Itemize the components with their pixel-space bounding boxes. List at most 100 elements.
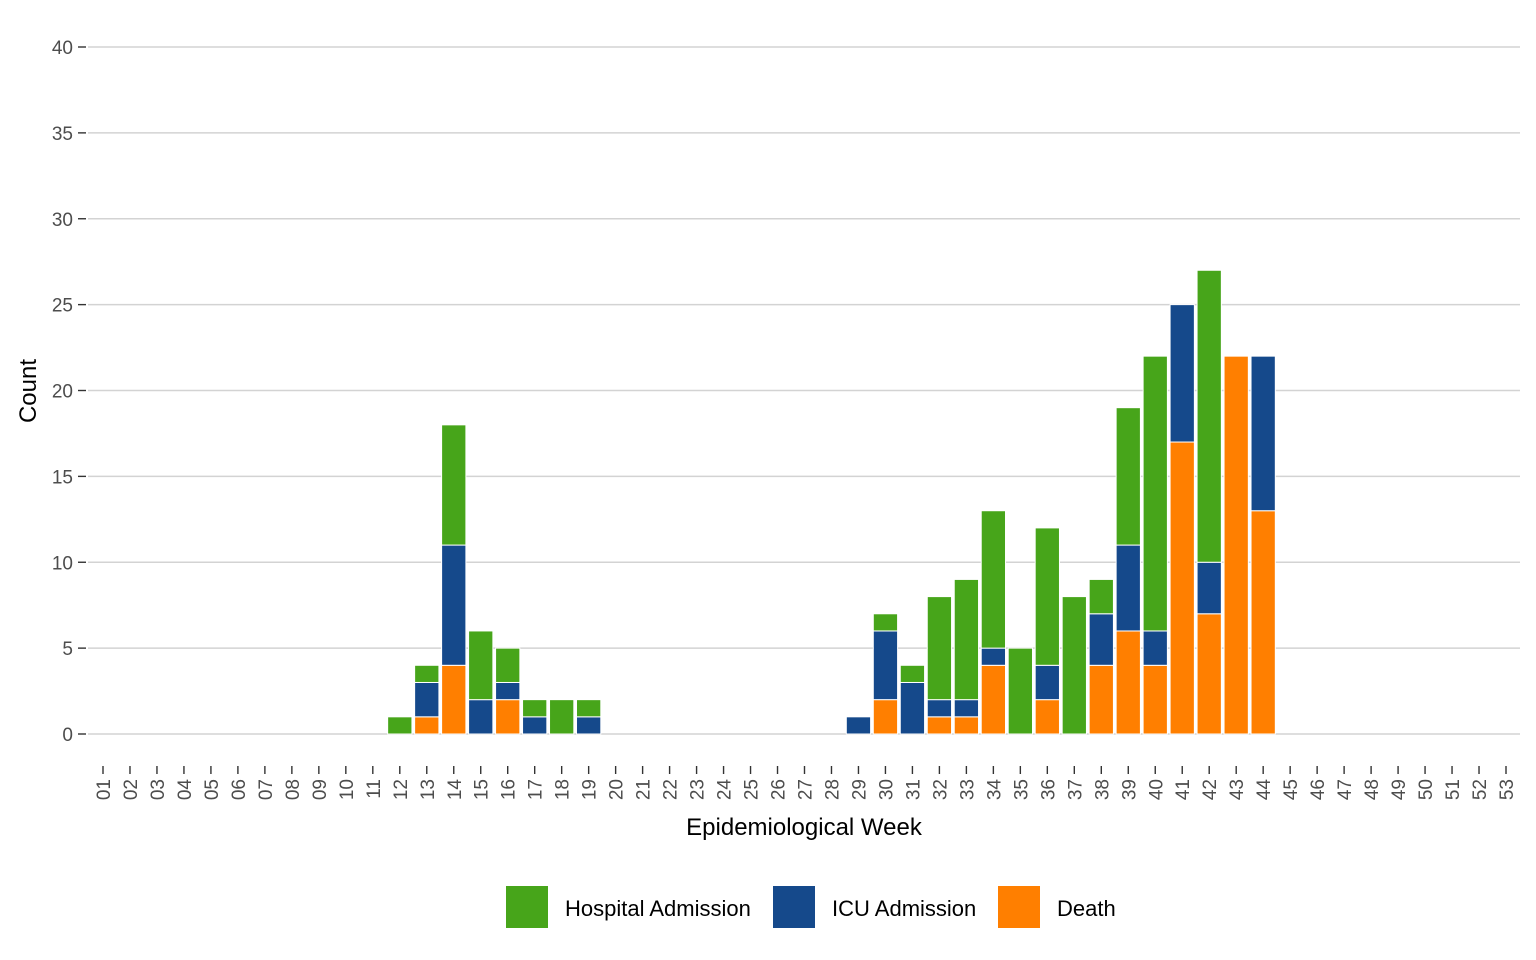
bar-segment-hospital-admission — [414, 664, 440, 683]
legend-item: ICU Admission — [773, 886, 976, 928]
y-axis: 0 5 10 15 20 25 30 35 40 — [52, 38, 86, 746]
bar-segment-death — [414, 716, 440, 735]
x-tick-label: 10 — [337, 779, 358, 800]
x-tick-label: 29 — [849, 779, 870, 800]
bar-segment-death — [926, 716, 953, 735]
x-tick-label: 34 — [984, 779, 1005, 801]
x-tick-label: 51 — [1443, 779, 1464, 800]
x-tick-label: 28 — [822, 779, 843, 800]
x-tick-label: 42 — [1200, 779, 1221, 800]
x-tick-label: 16 — [499, 779, 520, 800]
y-tick-label: 5 — [62, 639, 73, 660]
bar-segment-death — [1034, 699, 1060, 735]
bar-segment-icu-admission — [1169, 304, 1195, 443]
x-tick-label: 14 — [445, 779, 466, 801]
y-tick-label: 30 — [52, 210, 73, 231]
y-tick-label: 15 — [52, 467, 73, 488]
x-tick-label: 30 — [876, 779, 897, 800]
bar-segment-hospital-admission — [899, 664, 926, 683]
bar-segment-death — [1196, 613, 1222, 735]
bar-segment-icu-admission — [926, 699, 953, 718]
y-tick-label: 35 — [52, 124, 73, 145]
x-tick-label: 03 — [148, 779, 169, 800]
bar-segment-icu-admission — [845, 716, 872, 735]
bar-segment-icu-admission — [1196, 561, 1222, 615]
bar-segment-hospital-admission — [387, 716, 413, 735]
bar-segment-icu-admission — [980, 647, 1007, 666]
legend-label: ICU Admission — [832, 896, 976, 921]
x-tick-label: 35 — [1011, 779, 1032, 800]
bar-segment-hospital-admission — [872, 613, 899, 632]
x-tick-label: 45 — [1281, 779, 1302, 800]
x-tick-label: 26 — [769, 779, 790, 800]
legend-item: Hospital Admission — [506, 886, 751, 928]
x-tick-label: 12 — [391, 779, 412, 800]
x-tick-label: 52 — [1470, 779, 1491, 800]
x-tick-label: 37 — [1065, 779, 1086, 800]
x-tick-label: 01 — [94, 779, 115, 800]
bar-segment-hospital-admission — [468, 630, 494, 701]
legend-label: Death — [1057, 896, 1116, 921]
x-tick-label: 27 — [796, 779, 817, 800]
bar-segment-death — [495, 699, 521, 735]
bar-segment-death — [441, 664, 467, 735]
x-tick-label: 32 — [930, 779, 951, 800]
y-tick-label: 25 — [52, 296, 73, 317]
bar-segment-icu-admission — [1115, 544, 1141, 632]
x-tick-label: 44 — [1254, 779, 1275, 801]
bar-segment-icu-admission — [1250, 355, 1276, 512]
x-tick-label: 40 — [1146, 779, 1167, 800]
bar-segment-death — [872, 699, 899, 735]
bar-segment-icu-admission — [872, 630, 899, 701]
x-tick-label: 19 — [580, 779, 601, 800]
y-axis-title: Count — [15, 359, 42, 423]
bar-segment-death — [1088, 664, 1114, 735]
gridlines — [88, 46, 1520, 735]
x-tick-label: 48 — [1362, 779, 1383, 800]
bar-segment-death — [1169, 441, 1195, 735]
legend: Hospital Admission ICU Admission Death — [506, 886, 1116, 928]
x-tick-label: 05 — [202, 779, 223, 800]
x-tick-label: 17 — [526, 779, 547, 800]
x-tick-label: 24 — [715, 779, 736, 801]
bar-segment-death — [980, 664, 1007, 735]
bar-segment-icu-admission — [899, 681, 926, 735]
bar-segment-death — [953, 716, 980, 735]
bar-segment-icu-admission — [468, 699, 494, 735]
bar-segment-death — [1250, 510, 1276, 735]
bar-segment-hospital-admission — [1142, 355, 1168, 632]
bar-segment-hospital-admission — [1196, 269, 1222, 563]
x-tick-label: 08 — [283, 779, 304, 800]
bar-segment-icu-admission — [1034, 664, 1060, 701]
x-tick-label: 04 — [175, 779, 196, 801]
bar-segment-hospital-admission — [1061, 596, 1087, 735]
bar-segment-hospital-admission — [495, 647, 521, 683]
bar-segment-hospital-admission — [1088, 578, 1114, 615]
legend-swatch — [998, 886, 1040, 928]
x-tick-label: 21 — [634, 779, 655, 800]
x-tick-label: 02 — [121, 779, 142, 800]
bar-segment-icu-admission — [495, 681, 521, 701]
bar-segment-hospital-admission — [1115, 407, 1141, 546]
x-tick-label: 07 — [256, 779, 277, 800]
bar-segment-death — [1115, 630, 1141, 735]
x-tick-label: 18 — [553, 779, 574, 800]
y-tick-label: 40 — [52, 38, 73, 59]
x-tick-label: 49 — [1389, 779, 1410, 800]
bar-segment-hospital-admission — [1034, 527, 1060, 666]
legend-swatch — [773, 886, 815, 928]
x-tick-label: 25 — [742, 779, 763, 800]
legend-label: Hospital Admission — [565, 896, 751, 921]
x-tick-label: 13 — [418, 779, 439, 800]
x-tick-label: 41 — [1173, 779, 1194, 800]
x-tick-label: 06 — [229, 779, 250, 800]
x-tick-label: 50 — [1416, 779, 1437, 800]
legend-item: Death — [998, 886, 1116, 928]
bar-segment-hospital-admission — [522, 699, 548, 718]
x-tick-label: 33 — [957, 779, 978, 800]
bar-segment-hospital-admission — [980, 510, 1007, 649]
x-axis: 01 02 03 04 05 06 07 08 09 10 11 12 13 14 15 16 17 18 19 20… — [94, 766, 1518, 800]
x-tick-label: 09 — [310, 779, 331, 800]
x-axis-title: Epidemiological Week — [686, 814, 923, 841]
